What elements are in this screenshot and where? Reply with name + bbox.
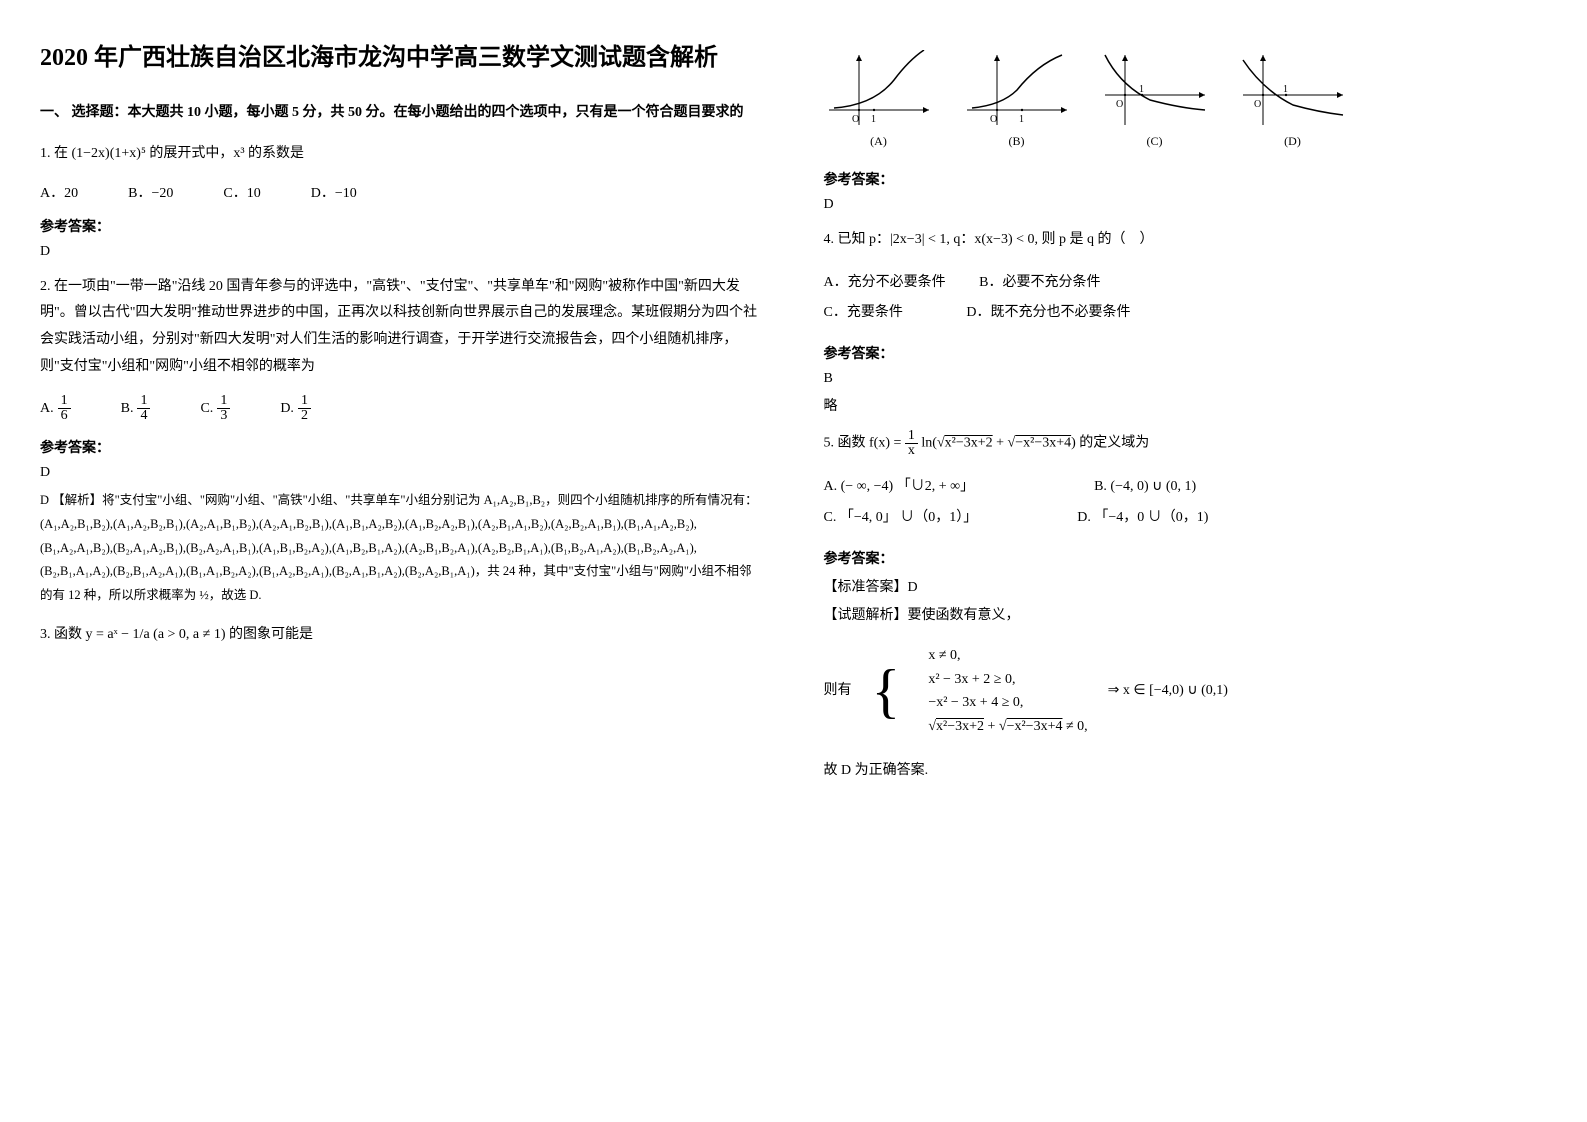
q1-ans-label: 参考答案： <box>40 216 764 236</box>
frac-n: 1 <box>905 429 918 444</box>
q2-opt-c-lbl: C. <box>200 401 213 417</box>
q3-stem-pre: 3. 函数 <box>40 627 86 642</box>
q5-sys4-mid: + <box>984 719 999 734</box>
q1-stem-pre: 1. 在 <box>40 146 68 161</box>
q5-plus: + <box>993 436 1008 451</box>
svg-text:O: O <box>990 114 997 125</box>
frac-d: 6 <box>58 409 71 423</box>
q5-sys4-r2: −x²−3x+4 <box>1007 719 1063 734</box>
q1-opt-b: B．−20 <box>128 182 173 202</box>
svg-text:1: 1 <box>1139 84 1144 95</box>
q2-opt-c: C. 13 <box>200 394 230 423</box>
q5-opt-c: C. 「−4, 0」 ∪（0，1）」 <box>824 503 978 534</box>
q5-stem-post: 的定义域为 <box>1079 436 1149 451</box>
q2-opt-a-lbl: A. <box>40 401 54 417</box>
question-4: 4. 已知 p：|2x−3| < 1, q：x(x−3) < 0, 则 p 是 … <box>824 227 1548 254</box>
question-3: 3. 函数 y = aˣ − 1/a (a > 0, a ≠ 1) 的图象可能是 <box>40 622 764 649</box>
q5-sys2: x² − 3x + 2 ≥ 0, <box>928 668 1087 692</box>
q2-opt-b-lbl: B. <box>121 401 134 417</box>
svg-text:O: O <box>1254 99 1261 110</box>
q5-stem-pre: 5. 函数 f(x) = <box>824 436 905 451</box>
q1-expr: (1−2x)(1+x)⁵ <box>72 146 146 161</box>
q1-opt-d: D．−10 <box>311 182 357 202</box>
q5-ans-parse: 【试题解析】要使函数有意义， <box>824 604 1548 624</box>
q3-graphs: O 1 (A) O 1 (B) <box>824 50 1548 149</box>
graph-a: O 1 (A) <box>824 50 934 149</box>
q4-ans: B <box>824 371 1548 387</box>
svg-text:1: 1 <box>871 114 876 125</box>
q1-opt-c: C．10 <box>223 182 260 202</box>
q1-stem-post: 的展开式中，x³ 的系数是 <box>149 146 304 161</box>
question-1: 1. 在 (1−2x)(1+x)⁵ 的展开式中，x³ 的系数是 <box>40 141 764 168</box>
q2-opt-d: D. 12 <box>280 394 311 423</box>
q5-ans-label: 参考答案： <box>824 548 1548 568</box>
graph-d-label: (D) <box>1284 134 1301 148</box>
graph-a-label: (A) <box>870 134 887 148</box>
q5-final: 故 D 为正确答案. <box>824 759 1548 779</box>
q2-opt-d-lbl: D. <box>280 401 294 417</box>
frac-n: 1 <box>58 394 71 409</box>
q2-ans: D <box>40 465 764 481</box>
q3-stem-post: 的图象可能是 <box>229 627 313 642</box>
q5-sys3: −x² − 3x + 4 ≥ 0, <box>928 691 1087 715</box>
q5-opt-d: D. 「−4，0 ∪（0，1) <box>1077 503 1208 534</box>
frac-n: 1 <box>298 394 311 409</box>
svg-text:O: O <box>852 114 859 125</box>
q4-ans-label: 参考答案： <box>824 343 1548 363</box>
graph-c-label: (C) <box>1147 134 1163 148</box>
question-5: 5. 函数 f(x) = 1x ln(√x²−3x+2 + √−x²−3x+4)… <box>824 429 1548 458</box>
q3-ans: D <box>824 197 1548 213</box>
q2-opt-a: A. 16 <box>40 394 71 423</box>
q4-opt-d: D．既不充分也不必要条件 <box>966 305 1130 320</box>
frac-d: 2 <box>298 409 311 423</box>
q4-note: 略 <box>824 395 1548 415</box>
svg-text:O: O <box>1116 99 1123 110</box>
q5-ln-post: ) <box>1071 436 1076 451</box>
q1-ans: D <box>40 244 764 260</box>
q5-ans-std: 【标准答案】D <box>824 576 1548 596</box>
graph-c: O 1 (C) <box>1100 50 1210 149</box>
q4-opt-a: A．充分不必要条件 <box>824 268 946 299</box>
frac-d: 4 <box>137 409 150 423</box>
frac-d: x <box>905 444 918 458</box>
graph-d: O 1 (D) <box>1238 50 1348 149</box>
q5-sys4-r1: x²−3x+2 <box>936 719 984 734</box>
svg-text:1: 1 <box>1019 114 1024 125</box>
q5-ln-pre: ln( <box>921 436 937 451</box>
q5-opt-a: A. (− ∞, −4) 「∪2, + ∞」 <box>824 472 975 503</box>
q5-pre-brace: 则有 <box>824 678 852 705</box>
q3-expr: y = aˣ − 1/a (a > 0, a ≠ 1) <box>86 627 226 642</box>
graph-b: O 1 (B) <box>962 50 1072 149</box>
graph-b-label: (B) <box>1009 134 1025 148</box>
frac-n: 1 <box>217 394 230 409</box>
q4-opt-b: B．必要不充分条件 <box>979 275 1100 290</box>
q5-sys4-post: ≠ 0, <box>1062 719 1087 734</box>
section-1-header: 一、 选择题：本大题共 10 小题，每小题 5 分，共 50 分。在每小题给出的… <box>40 100 764 125</box>
q5-sys4: √x²−3x+2 + √−x²−3x+4 ≠ 0, <box>928 715 1087 739</box>
page-title: 2020 年广西壮族自治区北海市龙沟中学高三数学文测试题含解析 <box>40 40 764 76</box>
question-2: 2. 在一项由"一带一路"沿线 20 国青年参与的评选中，"高铁"、"支付宝"、… <box>40 274 764 380</box>
q5-opt-b: B. (−4, 0) ∪ (0, 1) <box>1094 472 1196 503</box>
q5-sys1: x ≠ 0, <box>928 644 1087 668</box>
frac-d: 3 <box>217 409 230 423</box>
frac-n: 1 <box>137 394 150 409</box>
q2-opt-b: B. 14 <box>121 394 151 423</box>
q5-rad1: x²−3x+2 <box>945 436 993 451</box>
q4-opt-c: C．充要条件 <box>824 298 903 329</box>
q5-rad2: −x²−3x+4 <box>1015 436 1071 451</box>
q1-opt-a: A．20 <box>40 182 78 202</box>
svg-text:1: 1 <box>1283 84 1288 95</box>
q5-imply: ⇒ x ∈ [−4,0) ∪ (0,1) <box>1108 678 1228 705</box>
q3-ans-label: 参考答案： <box>824 169 1548 189</box>
q2-explain: D 【解析】将"支付宝"小组、"网购"小组、"高铁"小组、"共享单车"小组分别记… <box>40 489 764 608</box>
q5-system: 则有 { x ≠ 0, x² − 3x + 2 ≥ 0, −x² − 3x + … <box>824 638 1548 745</box>
q2-ans-label: 参考答案： <box>40 437 764 457</box>
